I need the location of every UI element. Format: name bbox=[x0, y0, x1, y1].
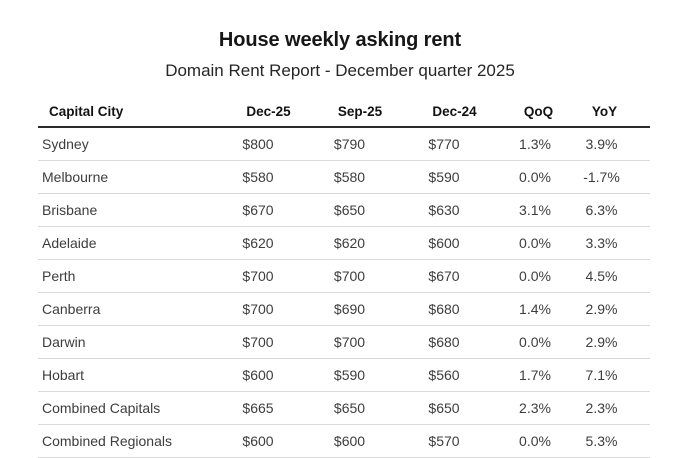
cell-dec-25: $700 bbox=[213, 259, 303, 293]
cell-dec-25: $600 bbox=[213, 424, 303, 458]
table-row-brisbane: Brisbane $670 $650 $630 3.1% 6.3% bbox=[38, 193, 650, 227]
cell-dec-25: $580 bbox=[213, 160, 303, 194]
cell-sep-25: $690 bbox=[303, 292, 396, 326]
cell-sep-25: $580 bbox=[303, 160, 396, 194]
column-header-capital-city: Capital City bbox=[38, 96, 213, 128]
cell-dec-24: $600 bbox=[396, 226, 492, 260]
column-header-dec-25: Dec-25 bbox=[213, 96, 303, 128]
cell-yoy: 2.9% bbox=[578, 325, 650, 359]
cell-sep-25: $700 bbox=[303, 259, 396, 293]
cell-dec-25: $700 bbox=[213, 292, 303, 326]
cell-yoy: 2.3% bbox=[578, 391, 650, 425]
cell-yoy: 3.3% bbox=[578, 226, 650, 260]
cell-yoy: 7.1% bbox=[578, 358, 650, 392]
row-label: Melbourne bbox=[38, 160, 213, 194]
table-row-canberra: Canberra $700 $690 $680 1.4% 2.9% bbox=[38, 292, 650, 326]
cell-sep-25: $600 bbox=[303, 424, 396, 458]
cell-qoq: 0.0% bbox=[492, 424, 578, 458]
cell-dec-24: $570 bbox=[396, 424, 492, 458]
column-header-qoq: QoQ bbox=[492, 96, 578, 128]
table-row-darwin: Darwin $700 $700 $680 0.0% 2.9% bbox=[38, 325, 650, 359]
cell-dec-25: $800 bbox=[213, 127, 303, 161]
row-label: Sydney bbox=[38, 127, 213, 161]
row-label: Darwin bbox=[38, 325, 213, 359]
cell-dec-25: $600 bbox=[213, 358, 303, 392]
cell-yoy: -1.7% bbox=[578, 160, 650, 194]
table-row-adelaide: Adelaide $620 $620 $600 0.0% 3.3% bbox=[38, 226, 650, 260]
column-header-yoy: YoY bbox=[578, 96, 650, 128]
row-label: Combined Capitals bbox=[38, 391, 213, 425]
cell-dec-25: $665 bbox=[213, 391, 303, 425]
cell-qoq: 0.0% bbox=[492, 325, 578, 359]
cell-qoq: 0.0% bbox=[492, 259, 578, 293]
cell-yoy: 5.3% bbox=[578, 424, 650, 458]
table-row-hobart: Hobart $600 $590 $560 1.7% 7.1% bbox=[38, 358, 650, 392]
cell-qoq: 1.3% bbox=[492, 127, 578, 161]
cell-yoy: 4.5% bbox=[578, 259, 650, 293]
cell-sep-25: $590 bbox=[303, 358, 396, 392]
page-title: House weekly asking rent bbox=[218, 29, 462, 51]
cell-qoq: 1.4% bbox=[492, 292, 578, 326]
cell-dec-25: $700 bbox=[213, 325, 303, 359]
cell-dec-24: $650 bbox=[396, 391, 492, 425]
column-header-sep-25: Sep-25 bbox=[303, 96, 396, 128]
cell-yoy: 6.3% bbox=[578, 193, 650, 227]
table-row-melbourne: Melbourne $580 $580 $590 0.0% -1.7% bbox=[38, 160, 650, 194]
cell-dec-24: $560 bbox=[396, 358, 492, 392]
cell-dec-24: $770 bbox=[396, 127, 492, 161]
row-label: Perth bbox=[38, 259, 213, 293]
cell-dec-25: $670 bbox=[213, 193, 303, 227]
cell-sep-25: $650 bbox=[303, 193, 396, 227]
cell-sep-25: $790 bbox=[303, 127, 396, 161]
table-header-row: Capital City Dec-25 Sep-25 Dec-24 QoQ YoY bbox=[38, 96, 650, 128]
cell-dec-24: $670 bbox=[396, 259, 492, 293]
cell-qoq: 2.3% bbox=[492, 391, 578, 425]
row-label: Adelaide bbox=[38, 226, 213, 260]
row-label: Canberra bbox=[38, 292, 213, 326]
table-body: Sydney $800 $790 $770 1.3% 3.9% Melbourne $580 $… bbox=[38, 127, 650, 458]
row-label: Brisbane bbox=[38, 193, 213, 227]
page-subtitle: Domain Rent Report - December quarter 20… bbox=[165, 61, 515, 80]
cell-dec-24: $680 bbox=[396, 325, 492, 359]
cell-qoq: 3.1% bbox=[492, 193, 578, 227]
cell-qoq: 0.0% bbox=[492, 160, 578, 194]
cell-yoy: 3.9% bbox=[578, 127, 650, 161]
cell-dec-25: $620 bbox=[213, 226, 303, 260]
cell-qoq: 0.0% bbox=[492, 226, 578, 260]
cell-dec-24: $680 bbox=[396, 292, 492, 326]
row-label: Hobart bbox=[38, 358, 213, 392]
cell-sep-25: $620 bbox=[303, 226, 396, 260]
cell-dec-24: $590 bbox=[396, 160, 492, 194]
rent-table: Capital City Dec-25 Sep-25 Dec-24 QoQ YoY Syd… bbox=[38, 96, 650, 458]
table-row-sydney: Sydney $800 $790 $770 1.3% 3.9% bbox=[38, 127, 650, 161]
cell-sep-25: $650 bbox=[303, 391, 396, 425]
table-row-perth: Perth $700 $700 $670 0.0% 4.5% bbox=[38, 259, 650, 293]
table-row-combined-regionals: Combined Regionals $600 $600 $570 0.0% 5.3% bbox=[38, 424, 650, 458]
row-label: Combined Regionals bbox=[38, 424, 213, 458]
cell-qoq: 1.7% bbox=[492, 358, 578, 392]
table-row-combined-capitals: Combined Capitals $665 $650 $650 2.3% 2.3% bbox=[38, 391, 650, 425]
cell-dec-24: $630 bbox=[396, 193, 492, 227]
cell-sep-25: $700 bbox=[303, 325, 396, 359]
cell-yoy: 2.9% bbox=[578, 292, 650, 326]
column-header-dec-24: Dec-24 bbox=[396, 96, 492, 128]
